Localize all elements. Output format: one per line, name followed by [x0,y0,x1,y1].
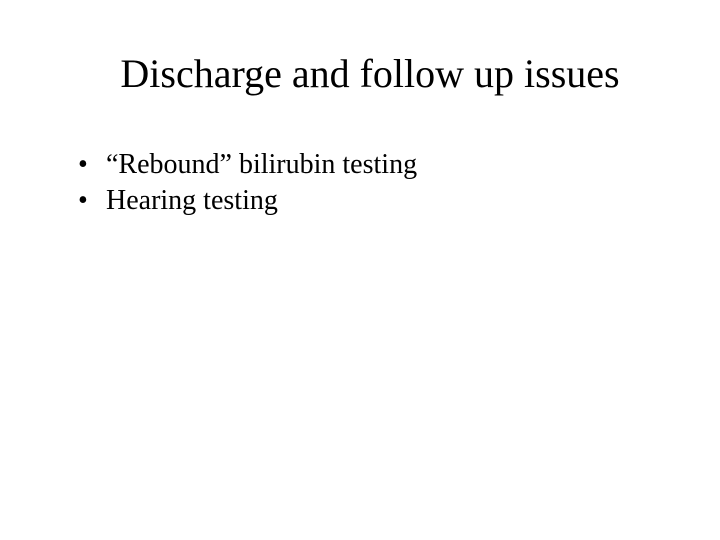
bullet-item: “Rebound” bilirubin testing [78,147,660,183]
bullet-item: Hearing testing [78,183,660,219]
bullet-list: “Rebound” bilirubin testing Hearing test… [60,147,660,220]
slide-title: Discharge and follow up issues [80,50,660,97]
